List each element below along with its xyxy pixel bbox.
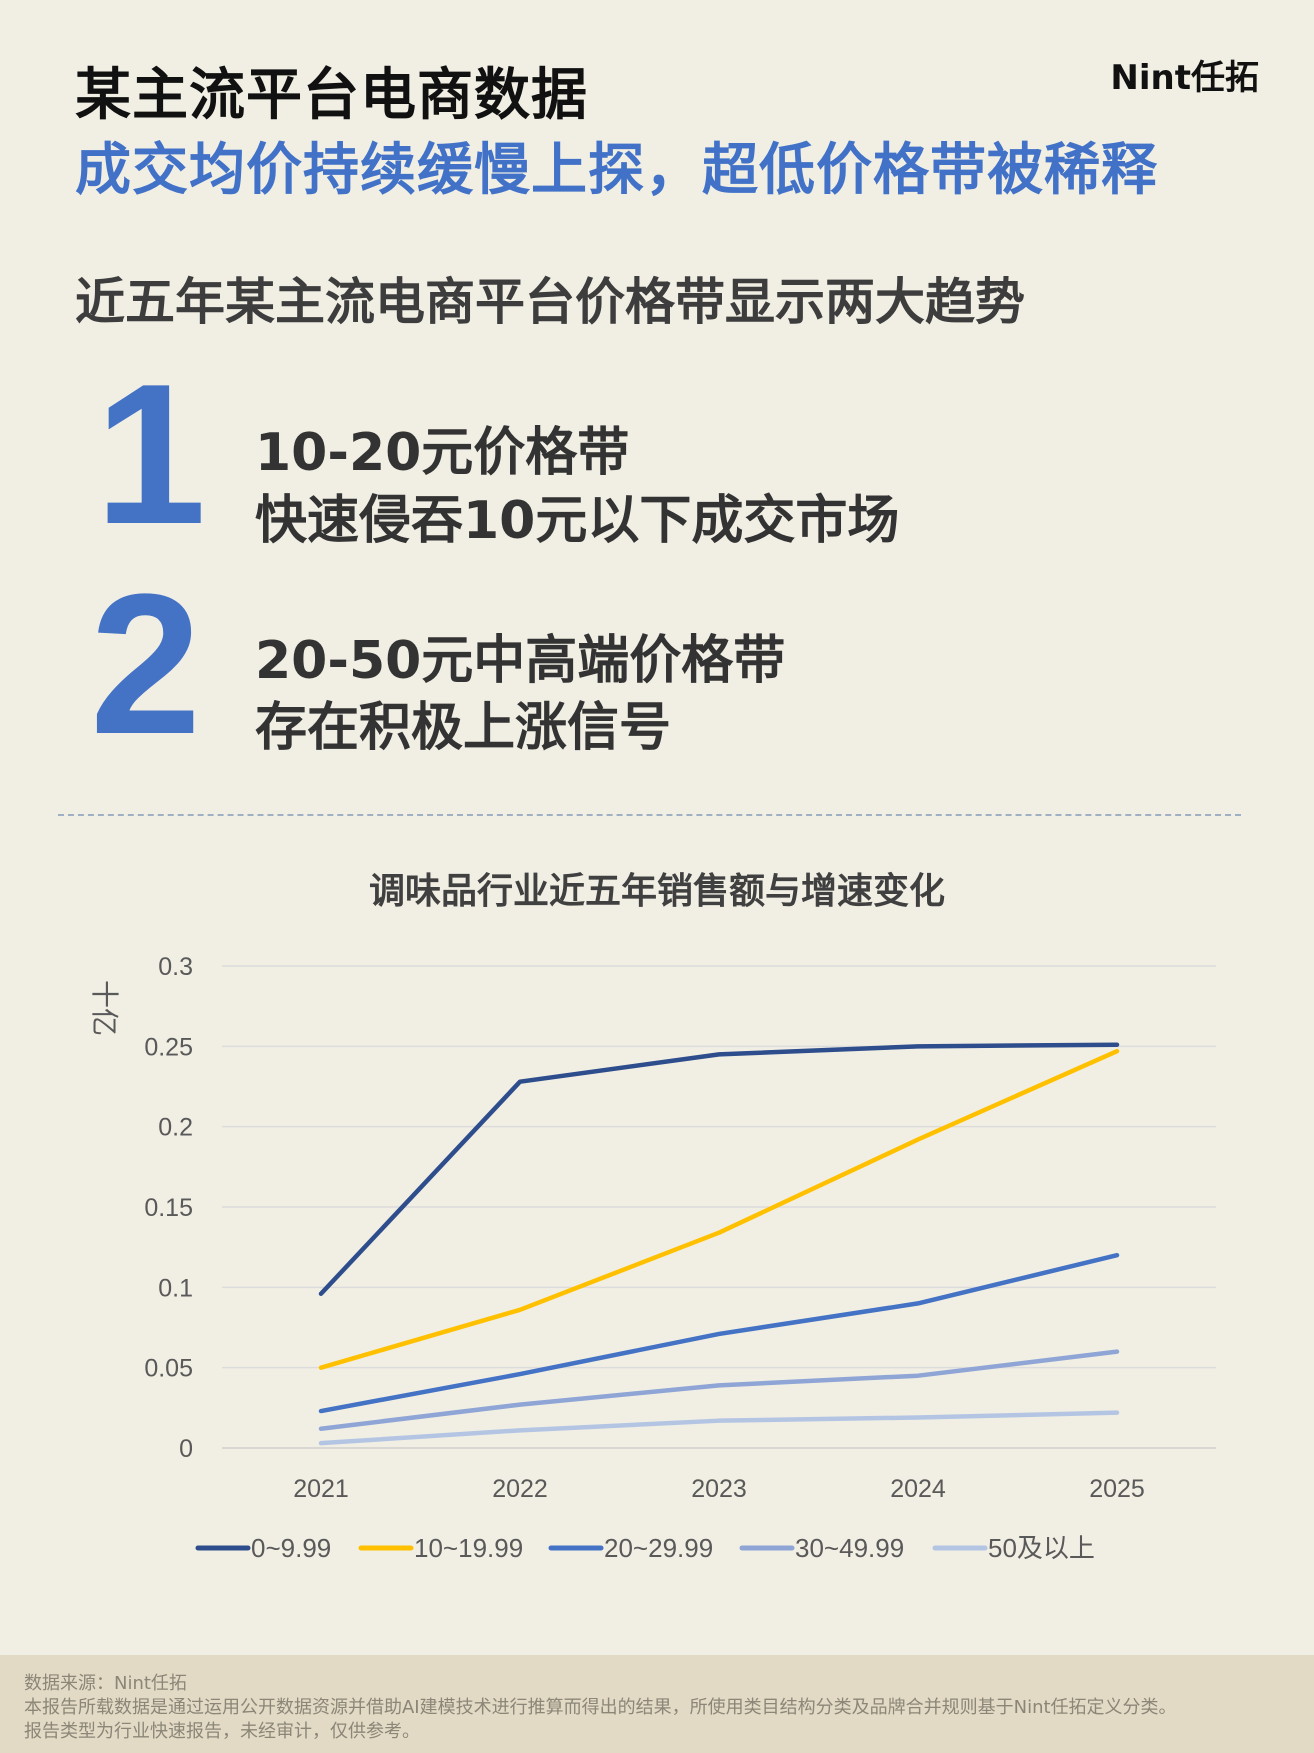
legend-label: 10~19.99 xyxy=(414,1533,523,1563)
x-tick-label: 2022 xyxy=(492,1475,548,1503)
footer: 数据来源：Nint任拓 本报告所载数据是通过运用公开数据资源并借助AI建模技术进… xyxy=(0,1655,1314,1753)
point-1-line2: 快速侵吞10元以下成交市场 xyxy=(255,491,900,551)
footer-disclaimer: 报告类型为行业快速报告，未经审计，仅供参考。 xyxy=(24,1721,420,1742)
page-subtitle: 成交均价持续缓慢上探，超低价格带被稀释 xyxy=(75,138,1158,203)
x-tick-label: 2024 xyxy=(890,1475,946,1503)
x-tick-label: 2025 xyxy=(1089,1475,1145,1503)
section-heading: 近五年某主流电商平台价格带显示两大趋势 xyxy=(75,273,1025,331)
brand-logo: Nint任拓 xyxy=(1110,58,1259,98)
series-line-50及以上 xyxy=(318,1410,1120,1446)
x-tick-label: 2023 xyxy=(691,1475,747,1503)
page-title: 某主流平台电商数据 xyxy=(75,63,588,128)
y-tick-label: 0.25 xyxy=(144,1033,193,1061)
chart-title: 调味品行业近五年销售额与增速变化 xyxy=(368,871,945,912)
point-2-line2: 存在积极上涨信号 xyxy=(255,698,672,758)
y-tick-label: 0.2 xyxy=(158,1114,193,1142)
series-line-10~19.99 xyxy=(318,1048,1120,1370)
y-axis-label: 十亿 xyxy=(88,980,121,1036)
legend-label: 30~49.99 xyxy=(795,1533,904,1563)
x-tick-label: 2021 xyxy=(293,1475,349,1503)
point-2-number: 2 xyxy=(90,553,202,776)
series-line-0~9.99 xyxy=(318,1042,1120,1297)
y-tick-label: 0.1 xyxy=(158,1274,193,1302)
line-chart: 0 0.05 0.1 0.15 0.2 0.25 0.3 十亿 2021 2022 2023 2024… xyxy=(88,953,1216,1563)
point-1-line1: 10-20元价格带 xyxy=(255,423,630,483)
point-1-number: 1 xyxy=(95,343,207,566)
series-line-30~49.99 xyxy=(318,1349,1120,1431)
footer-source: 数据来源：Nint任拓 xyxy=(24,1673,187,1694)
y-tick-label: 0.3 xyxy=(158,953,193,981)
footer-note: 本报告所载数据是通过运用公开数据资源并借助AI建模技术进行推算而得出的结果，所使… xyxy=(24,1697,1177,1718)
y-tick-label: 0.15 xyxy=(144,1194,193,1222)
legend-label: 20~29.99 xyxy=(604,1533,713,1563)
y-tick-label: 0.05 xyxy=(144,1355,193,1383)
series-line-20~29.99 xyxy=(318,1252,1120,1414)
y-tick-label: 0 xyxy=(179,1435,193,1463)
point-2-line1: 20-50元中高端价格带 xyxy=(255,631,786,691)
legend-label: 0~9.99 xyxy=(251,1533,331,1563)
legend-label: 50及以上 xyxy=(988,1533,1095,1563)
section-divider xyxy=(58,814,1241,816)
